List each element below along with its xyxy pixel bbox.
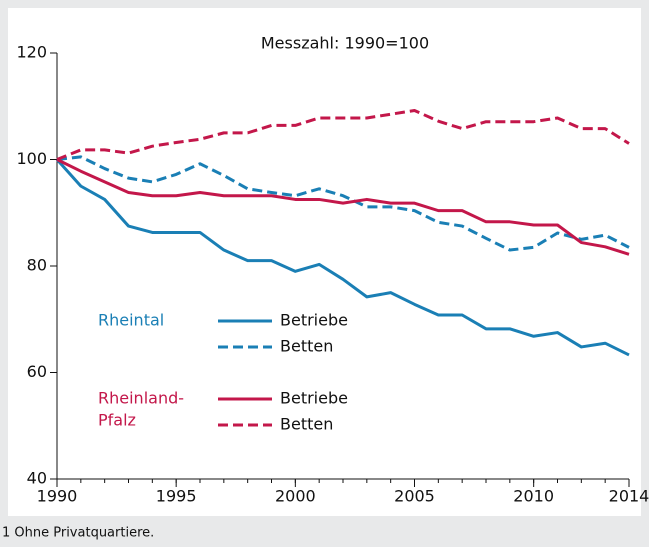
- y-tick-label: 80: [27, 256, 47, 275]
- y-tick-label: 120: [16, 43, 47, 62]
- series-line: [55, 158, 630, 357]
- x-tick-label: 2005: [394, 487, 435, 506]
- y-tick-label: 40: [27, 469, 47, 488]
- x-tick-label: 2000: [275, 487, 316, 506]
- x-tick-label: 1995: [156, 487, 197, 506]
- legend-label: Betten: [280, 337, 333, 356]
- footnote: 1 Ohne Privatquartiere.: [2, 526, 154, 541]
- chart-title: Messzahl: 1990=100: [261, 34, 429, 53]
- series-line: [56, 158, 630, 256]
- x-tick-label: 1990: [37, 487, 78, 506]
- x-tick-label: 2010: [513, 487, 554, 506]
- y-tick-label: 100: [16, 149, 47, 168]
- series-line: [56, 109, 630, 161]
- series-line: [56, 155, 630, 252]
- legend-group-label: Rheintal: [98, 311, 164, 330]
- legend-label: Betriebe: [280, 311, 348, 330]
- legend-group-label: Pfalz: [98, 411, 136, 430]
- plot-panel: [8, 8, 641, 516]
- x-tick-label: 2014: [609, 487, 649, 506]
- legend-label: Betriebe: [280, 389, 348, 408]
- y-tick-label: 60: [27, 362, 47, 381]
- legend-label: Betten: [280, 415, 333, 434]
- legend-group-label: Rheinland-: [98, 389, 184, 408]
